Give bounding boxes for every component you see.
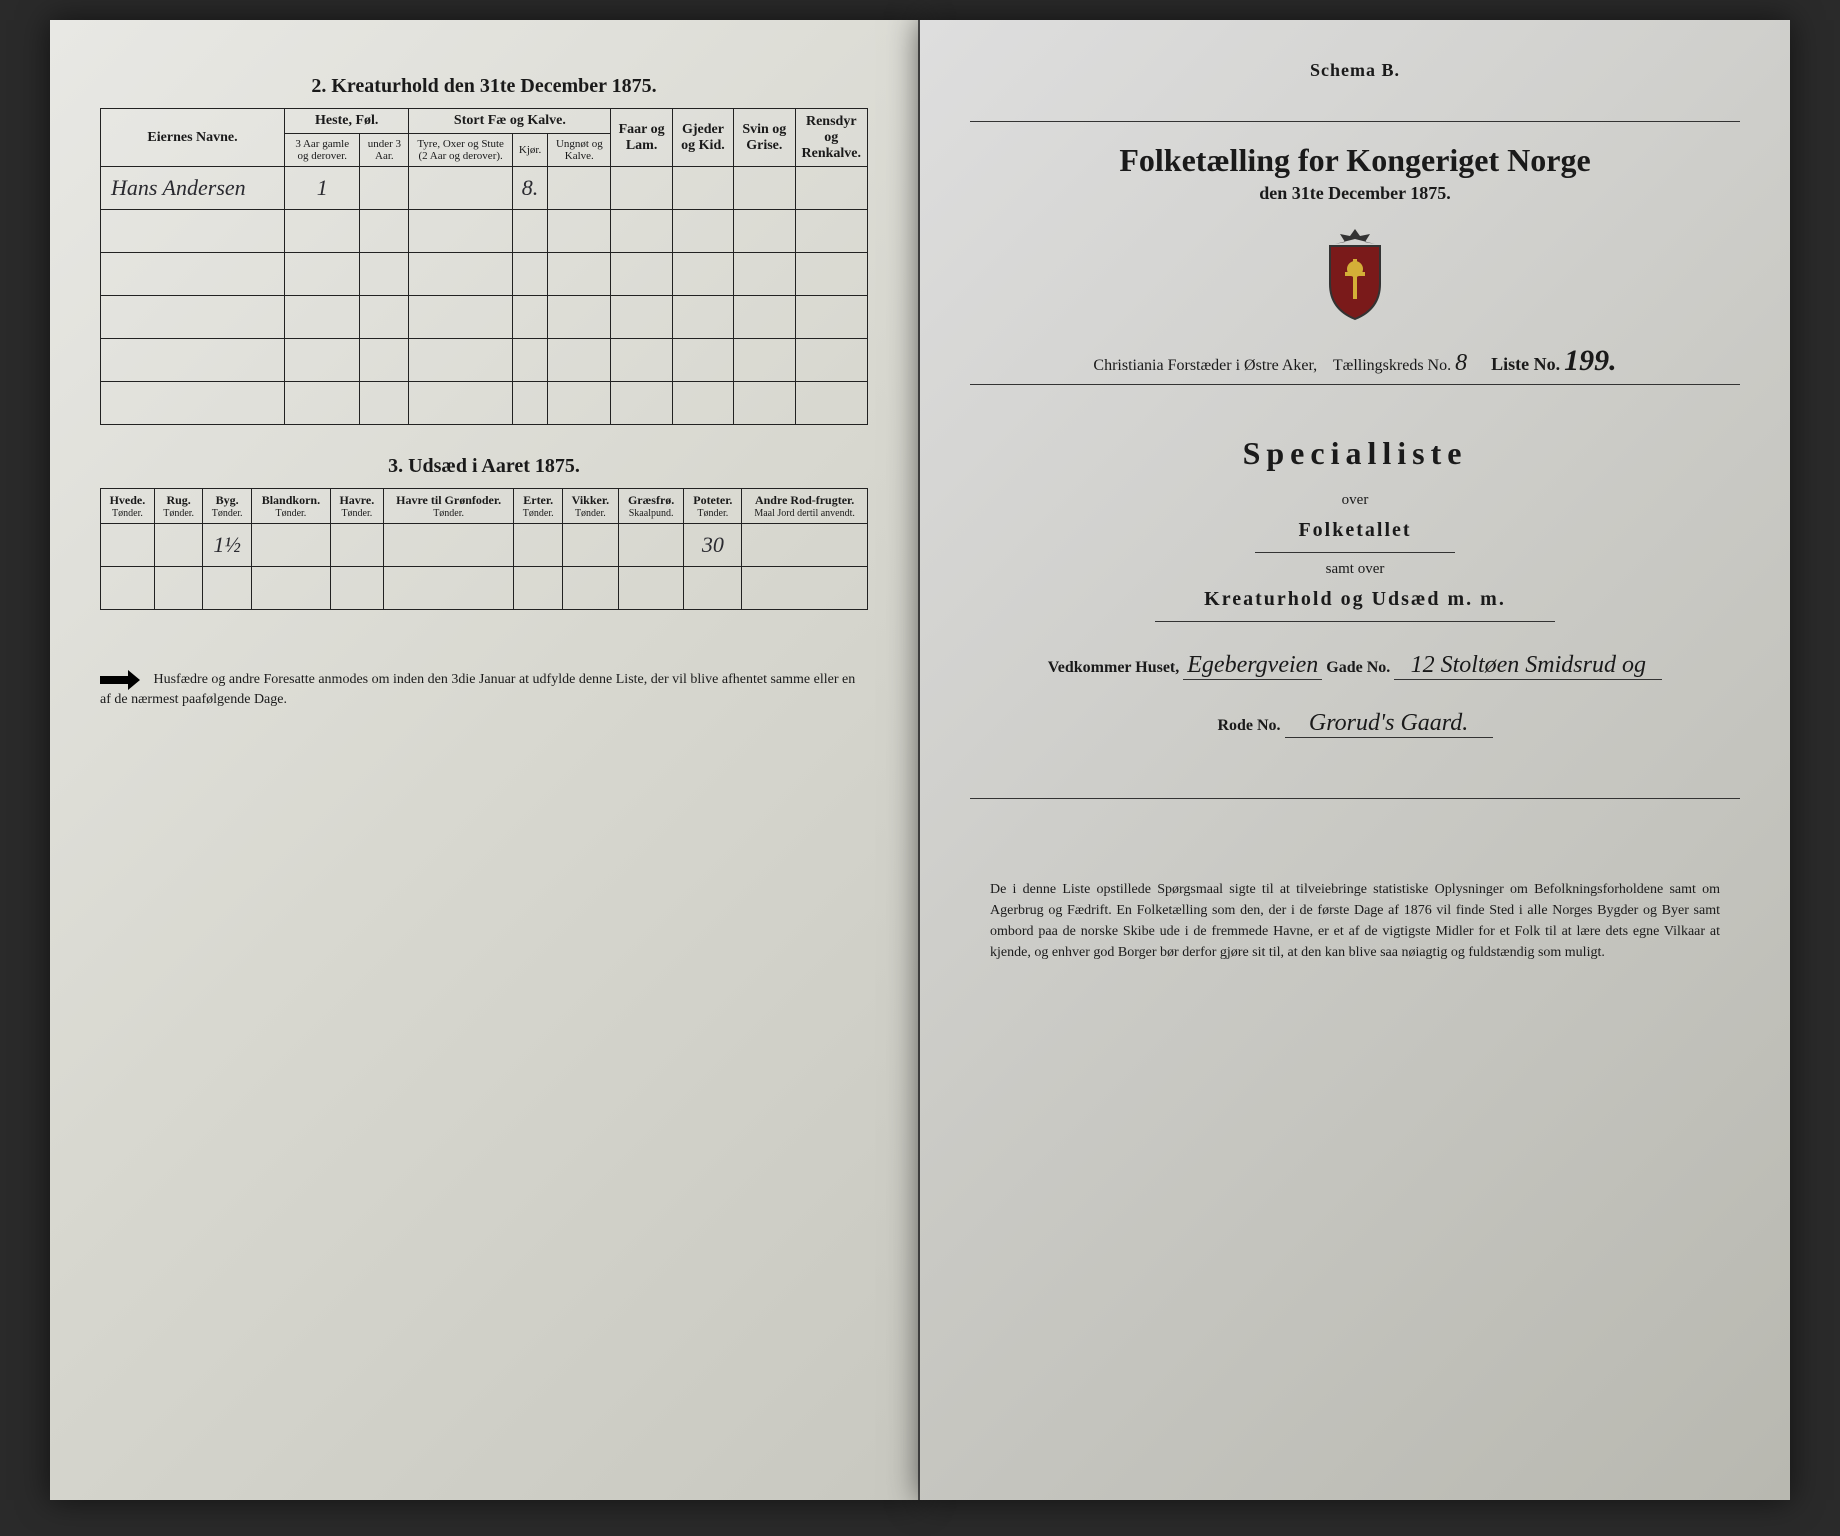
seed-col: Byg.Tønder.	[203, 489, 252, 524]
kreatur-label: Kreaturhold og Udsæd m. m.	[970, 588, 1740, 611]
sub-cattle3: Ungnøt og Kalve.	[548, 134, 611, 167]
house-line-1: Vedkommer Huset, Egebergveien Gade No. 1…	[970, 652, 1740, 680]
rode-label: Rode No.	[1217, 717, 1280, 734]
bottom-paragraph: De i denne Liste opstillede Spørgsmaal s…	[970, 879, 1740, 963]
folketallet-label: Folketallet	[970, 519, 1740, 542]
sub-horse1: 3 Aar gamle og derover.	[285, 134, 360, 167]
district-line: Christiania Forstæder i Østre Aker, Tæll…	[970, 344, 1740, 385]
list-label: Liste No.	[1491, 354, 1560, 374]
seed-row: 1½ 30	[101, 524, 868, 567]
seed-col: Blandkorn.Tønder.	[251, 489, 330, 524]
empty-cell	[514, 524, 563, 567]
empty-cell	[562, 524, 618, 567]
empty-cell	[742, 524, 868, 567]
seed-col: Vikker.Tønder.	[562, 489, 618, 524]
empty-cell	[672, 167, 733, 210]
over-label: over	[970, 492, 1740, 509]
empty-cell	[251, 524, 330, 567]
left-page: 2. Kreaturhold den 31te December 1875. E…	[50, 20, 920, 1500]
seed-col: Erter.Tønder.	[514, 489, 563, 524]
empty-cell	[618, 524, 684, 567]
footer-text: Husfædre og andre Foresatte anmodes om i…	[100, 672, 855, 707]
schema-label: Schema B.	[970, 60, 1740, 81]
vedk-label: Vedkommer Huset,	[1048, 659, 1180, 676]
empty-cell	[795, 167, 868, 210]
district-prefix: Christiania Forstæder i Østre Aker,	[1093, 357, 1317, 374]
empty-cell	[154, 524, 203, 567]
main-title: Folketælling for Kongeriget Norge	[970, 142, 1740, 179]
table-row: Hans Andersen 1 8.	[101, 167, 868, 210]
table-row	[101, 296, 868, 339]
seed-col: Poteter.Tønder.	[684, 489, 742, 524]
list-value: 199.	[1564, 344, 1617, 377]
col-sheep: Faar og Lam.	[611, 109, 672, 167]
vedk-value: Egebergveien	[1183, 652, 1322, 680]
gade-value: 12 Stoltøen Smidsrud og	[1394, 652, 1662, 680]
col-goats: Gjeder og Kid.	[672, 109, 733, 167]
section3-title: 3. Udsæd i Aaret 1875.	[100, 455, 868, 478]
tk-label: Tællingskreds No.	[1333, 357, 1451, 374]
empty-cell	[101, 524, 155, 567]
tk-value: 8	[1455, 350, 1467, 376]
empty-cell	[409, 167, 513, 210]
seed-table: Hvede.Tønder. Rug.Tønder. Byg.Tønder. Bl…	[100, 488, 868, 610]
footer-note: Husfædre og andre Foresatte anmodes om i…	[100, 670, 868, 710]
sub-cattle2: Kjør.	[512, 134, 547, 167]
empty-cell	[548, 167, 611, 210]
specialliste-title: Specialliste	[970, 435, 1740, 472]
table-row	[101, 253, 868, 296]
subtitle: den 31te December 1875.	[970, 183, 1740, 204]
gade-label: Gade No.	[1326, 659, 1390, 676]
sub-horse2: under 3 Aar.	[360, 134, 409, 167]
seed-col: Havre.Tønder.	[330, 489, 383, 524]
sub-cattle1: Tyre, Oxer og Stute (2 Aar og derover).	[409, 134, 513, 167]
pointing-hand-icon	[100, 670, 140, 690]
col-cattle: Stort Fæ og Kalve.	[409, 109, 611, 134]
seed-row	[101, 567, 868, 610]
byg-cell: 1½	[203, 524, 252, 567]
seed-col: Havre til Grønfoder.Tønder.	[383, 489, 514, 524]
right-page: Schema B. Folketælling for Kongeriget No…	[920, 20, 1790, 1500]
rode-value: Grorud's Gaard.	[1285, 710, 1493, 738]
document-spread: 2. Kreaturhold den 31te December 1875. E…	[50, 20, 1790, 1500]
coat-of-arms-icon	[1315, 224, 1395, 324]
empty-cell	[330, 524, 383, 567]
col-reindeer: Rensdyr og Renkalve.	[795, 109, 868, 167]
seed-header-row: Hvede.Tønder. Rug.Tønder. Byg.Tønder. Bl…	[101, 489, 868, 524]
seed-col: Hvede.Tønder.	[101, 489, 155, 524]
livestock-table: Eiernes Navne. Heste, Føl. Stort Fæ og K…	[100, 108, 868, 425]
col-pigs: Svin og Grise.	[734, 109, 795, 167]
house-line-2: Rode No. Grorud's Gaard.	[970, 710, 1740, 738]
empty-cell	[734, 167, 795, 210]
seed-col: Andre Rod-frugter.Maal Jord dertil anven…	[742, 489, 868, 524]
seed-col: Græsfrø.Skaalpund.	[618, 489, 684, 524]
poteter-cell: 30	[684, 524, 742, 567]
empty-cell	[611, 167, 672, 210]
table-row	[101, 339, 868, 382]
horse1-cell: 1	[285, 167, 360, 210]
seed-col: Rug.Tønder.	[154, 489, 203, 524]
section2-title: 2. Kreaturhold den 31te December 1875.	[100, 75, 868, 98]
cattle2-cell: 8.	[512, 167, 547, 210]
col-owner: Eiernes Navne.	[101, 109, 285, 167]
empty-cell	[360, 167, 409, 210]
empty-cell	[383, 524, 514, 567]
table-row	[101, 210, 868, 253]
col-horses: Heste, Føl.	[285, 109, 409, 134]
owner-cell: Hans Andersen	[101, 167, 285, 210]
samt-label: samt over	[970, 561, 1740, 578]
table-row	[101, 382, 868, 425]
